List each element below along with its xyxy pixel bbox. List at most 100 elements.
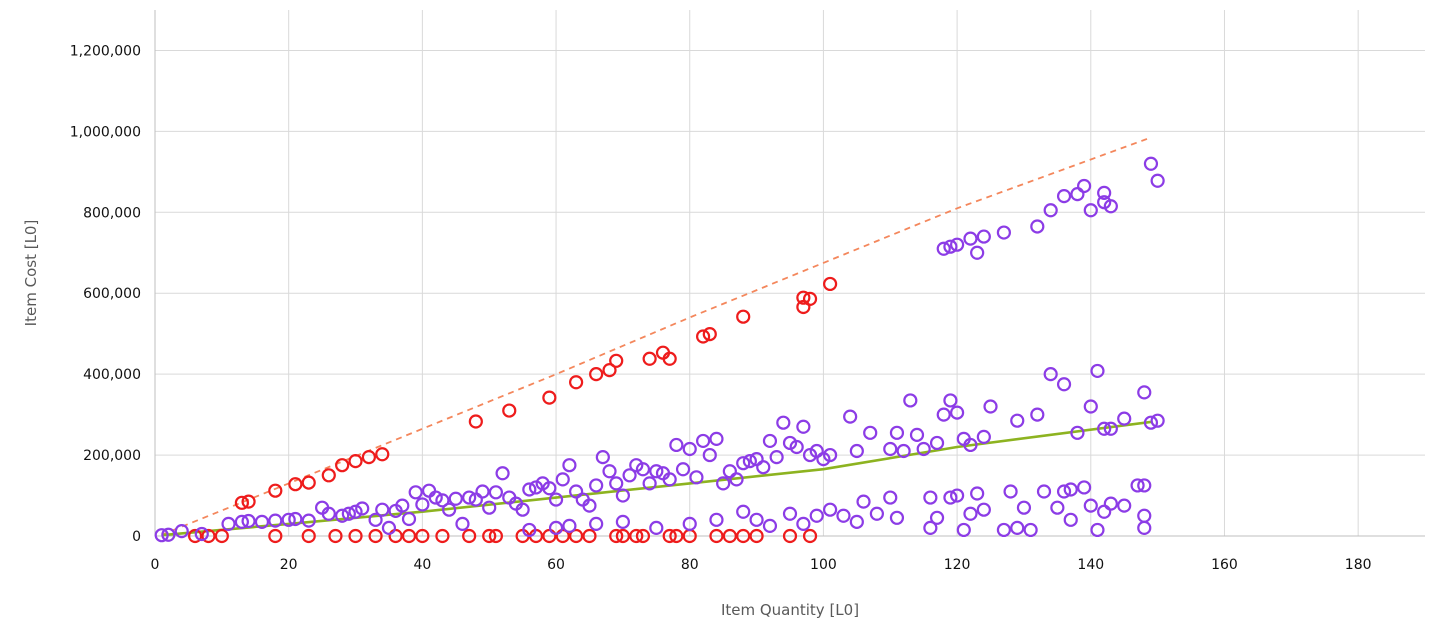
purple-data-point xyxy=(836,508,851,523)
red-data-point xyxy=(589,367,604,382)
purple-data-point xyxy=(1070,425,1085,440)
purple-data-point xyxy=(689,470,704,485)
purple-data-point xyxy=(1036,484,1052,499)
x-tick-label: 80 xyxy=(681,557,699,573)
purple-data-point xyxy=(823,447,838,463)
x-tick-label: 40 xyxy=(413,557,431,573)
purple-data-point xyxy=(401,511,417,527)
purple-data-point xyxy=(615,488,630,503)
purple-data-point xyxy=(1103,421,1118,436)
red-data-point xyxy=(328,528,343,544)
purple-data-point xyxy=(495,466,510,481)
purple-data-point xyxy=(1063,512,1078,527)
x-tick-label: 160 xyxy=(1211,557,1238,573)
red-data-point xyxy=(796,290,811,305)
x-tick-label: 20 xyxy=(280,557,298,573)
purple-data-point xyxy=(1077,480,1092,495)
purple-data-point xyxy=(936,241,951,256)
purple-data-point xyxy=(1056,484,1072,499)
purple-data-point xyxy=(642,476,657,491)
red-data-point xyxy=(736,528,751,544)
purple-data-point xyxy=(909,427,925,442)
purple-data-point xyxy=(635,462,651,477)
purple-data-point xyxy=(963,231,978,246)
purple-data-point xyxy=(923,490,938,505)
x-axis-ticks: 0 20 40 60 80 100 120 140 160 180 xyxy=(151,557,1372,573)
purple-data-point xyxy=(789,439,804,455)
purple-data-point xyxy=(1083,498,1098,513)
red-data-point xyxy=(823,276,838,292)
purple-data-point xyxy=(1130,478,1145,493)
purple-data-point xyxy=(462,490,477,505)
purple-data-point xyxy=(375,502,390,517)
purple-data-point xyxy=(903,393,918,408)
purple-data-point xyxy=(809,508,824,523)
purple-data-point xyxy=(562,458,577,473)
purple-data-point xyxy=(883,441,898,457)
red-data-point xyxy=(401,528,417,544)
purple-data-point xyxy=(609,476,624,491)
red-data-point xyxy=(301,475,316,490)
purple-data-point xyxy=(1150,413,1165,428)
purple-data-point xyxy=(1063,482,1078,497)
x-axis-title: Item Quantity [L0] xyxy=(721,601,859,619)
purple-data-point xyxy=(943,490,958,505)
purple-data-point xyxy=(1077,178,1092,194)
purple-data-point xyxy=(254,514,270,529)
purple-data-point xyxy=(950,488,965,503)
y-tick-label: 200,000 xyxy=(83,448,141,464)
purple-data-point xyxy=(602,464,617,479)
purple-data-point xyxy=(682,516,697,531)
purple-data-point xyxy=(869,506,884,521)
purple-data-point xyxy=(769,450,784,465)
purple-data-point xyxy=(1103,199,1118,214)
purple-data-point xyxy=(415,497,430,512)
grid xyxy=(155,10,1425,536)
purple-data-point xyxy=(896,443,911,459)
purple-data-point xyxy=(321,506,336,521)
red-data-point xyxy=(569,528,584,544)
x-tick-label: 120 xyxy=(944,557,971,573)
red-data-point xyxy=(609,528,624,544)
purple-data-point xyxy=(622,468,637,483)
red-data-point xyxy=(709,528,724,544)
purple-data-point xyxy=(976,502,991,517)
solid-trendline xyxy=(161,420,1152,537)
purple-data-point xyxy=(1137,508,1152,523)
purple-data-point xyxy=(1083,203,1098,218)
purple-data-point xyxy=(716,476,731,491)
purple-data-point xyxy=(976,429,991,444)
purple-data-point xyxy=(475,484,490,499)
purple-data-point xyxy=(1003,484,1018,499)
red-data-point xyxy=(201,528,216,544)
purple-data-point xyxy=(950,237,965,252)
red-data-point xyxy=(268,483,283,498)
purple-data-point xyxy=(943,393,958,408)
purple-data-point xyxy=(709,431,724,446)
red-data-point xyxy=(802,528,818,544)
purple-data-point xyxy=(595,450,610,465)
purple-data-point xyxy=(649,464,664,479)
red-data-point xyxy=(642,351,657,366)
purple-data-point xyxy=(1016,500,1032,515)
purple-data-point xyxy=(662,472,677,487)
purple-data-point xyxy=(923,520,938,536)
purple-data-point xyxy=(823,502,838,517)
x-tick-label: 140 xyxy=(1077,557,1104,573)
x-tick-label: 60 xyxy=(547,557,565,573)
y-axis-ticks: 0 200,000 400,000 600,000 800,000 1,000,000 1,… xyxy=(70,43,141,545)
purple-data-point xyxy=(301,513,316,528)
x-tick-label: 0 xyxy=(151,557,160,573)
red-data-point xyxy=(241,494,256,509)
purple-data-point xyxy=(335,508,350,523)
purple-data-point xyxy=(1150,173,1165,188)
red-data-point xyxy=(635,528,651,544)
purple-data-point xyxy=(1097,185,1112,200)
x-tick-label: 100 xyxy=(810,557,837,573)
red-data-point xyxy=(321,468,336,483)
purple-data-point xyxy=(963,506,978,521)
red-data-point xyxy=(782,528,798,544)
purple-data-point xyxy=(742,454,757,469)
red-data-point xyxy=(348,454,363,469)
purple-data-point xyxy=(355,501,370,516)
